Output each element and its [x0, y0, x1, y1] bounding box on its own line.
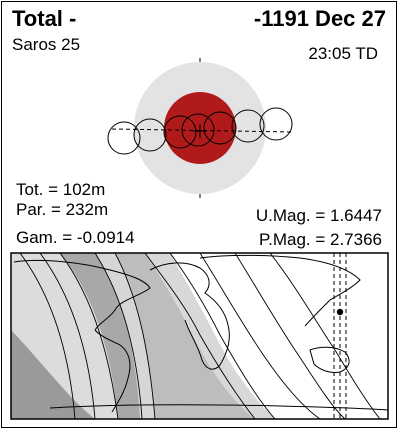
south-america-outline: [94, 329, 131, 413]
map-border: [10, 252, 389, 420]
moon-position-u2: [163, 115, 197, 149]
moon-position-p1: [107, 121, 141, 155]
umbral-magnitude-label: U.Mag. = 1.6447: [255, 206, 382, 225]
moon-position-p4: [259, 107, 293, 141]
eclipse-type-label: Total -: [12, 6, 77, 31]
moon-position-max: [181, 113, 215, 147]
africa-outline: [149, 262, 230, 370]
moon-position-u3: [203, 111, 237, 145]
penumbral-band-right: [145, 253, 275, 419]
moon-position-u1: [133, 118, 167, 152]
total-duration-label: Tot. = 102m: [16, 180, 106, 199]
australia-outline: [309, 346, 350, 373]
asia-outline: [199, 254, 361, 327]
night-region-center: [60, 253, 140, 419]
time-label: 23:05 TD: [308, 44, 378, 63]
night-region-left: [11, 330, 95, 419]
gamma-label: Gam. = -0.0914: [16, 228, 135, 247]
partial-band: [115, 253, 255, 419]
sublunar-point-marker: [336, 308, 344, 316]
north-america-outline: [13, 259, 151, 331]
moon-position-u4: [231, 109, 265, 143]
antarctica-outline: [49, 404, 388, 411]
eclipse-date-label: -1191 Dec 27: [253, 6, 386, 31]
partial-duration-label: Par. = 232m: [16, 200, 109, 219]
saros-label: Saros 25: [12, 35, 81, 54]
penumbral-magnitude-label: P.Mag. = 2.7366: [258, 230, 382, 249]
